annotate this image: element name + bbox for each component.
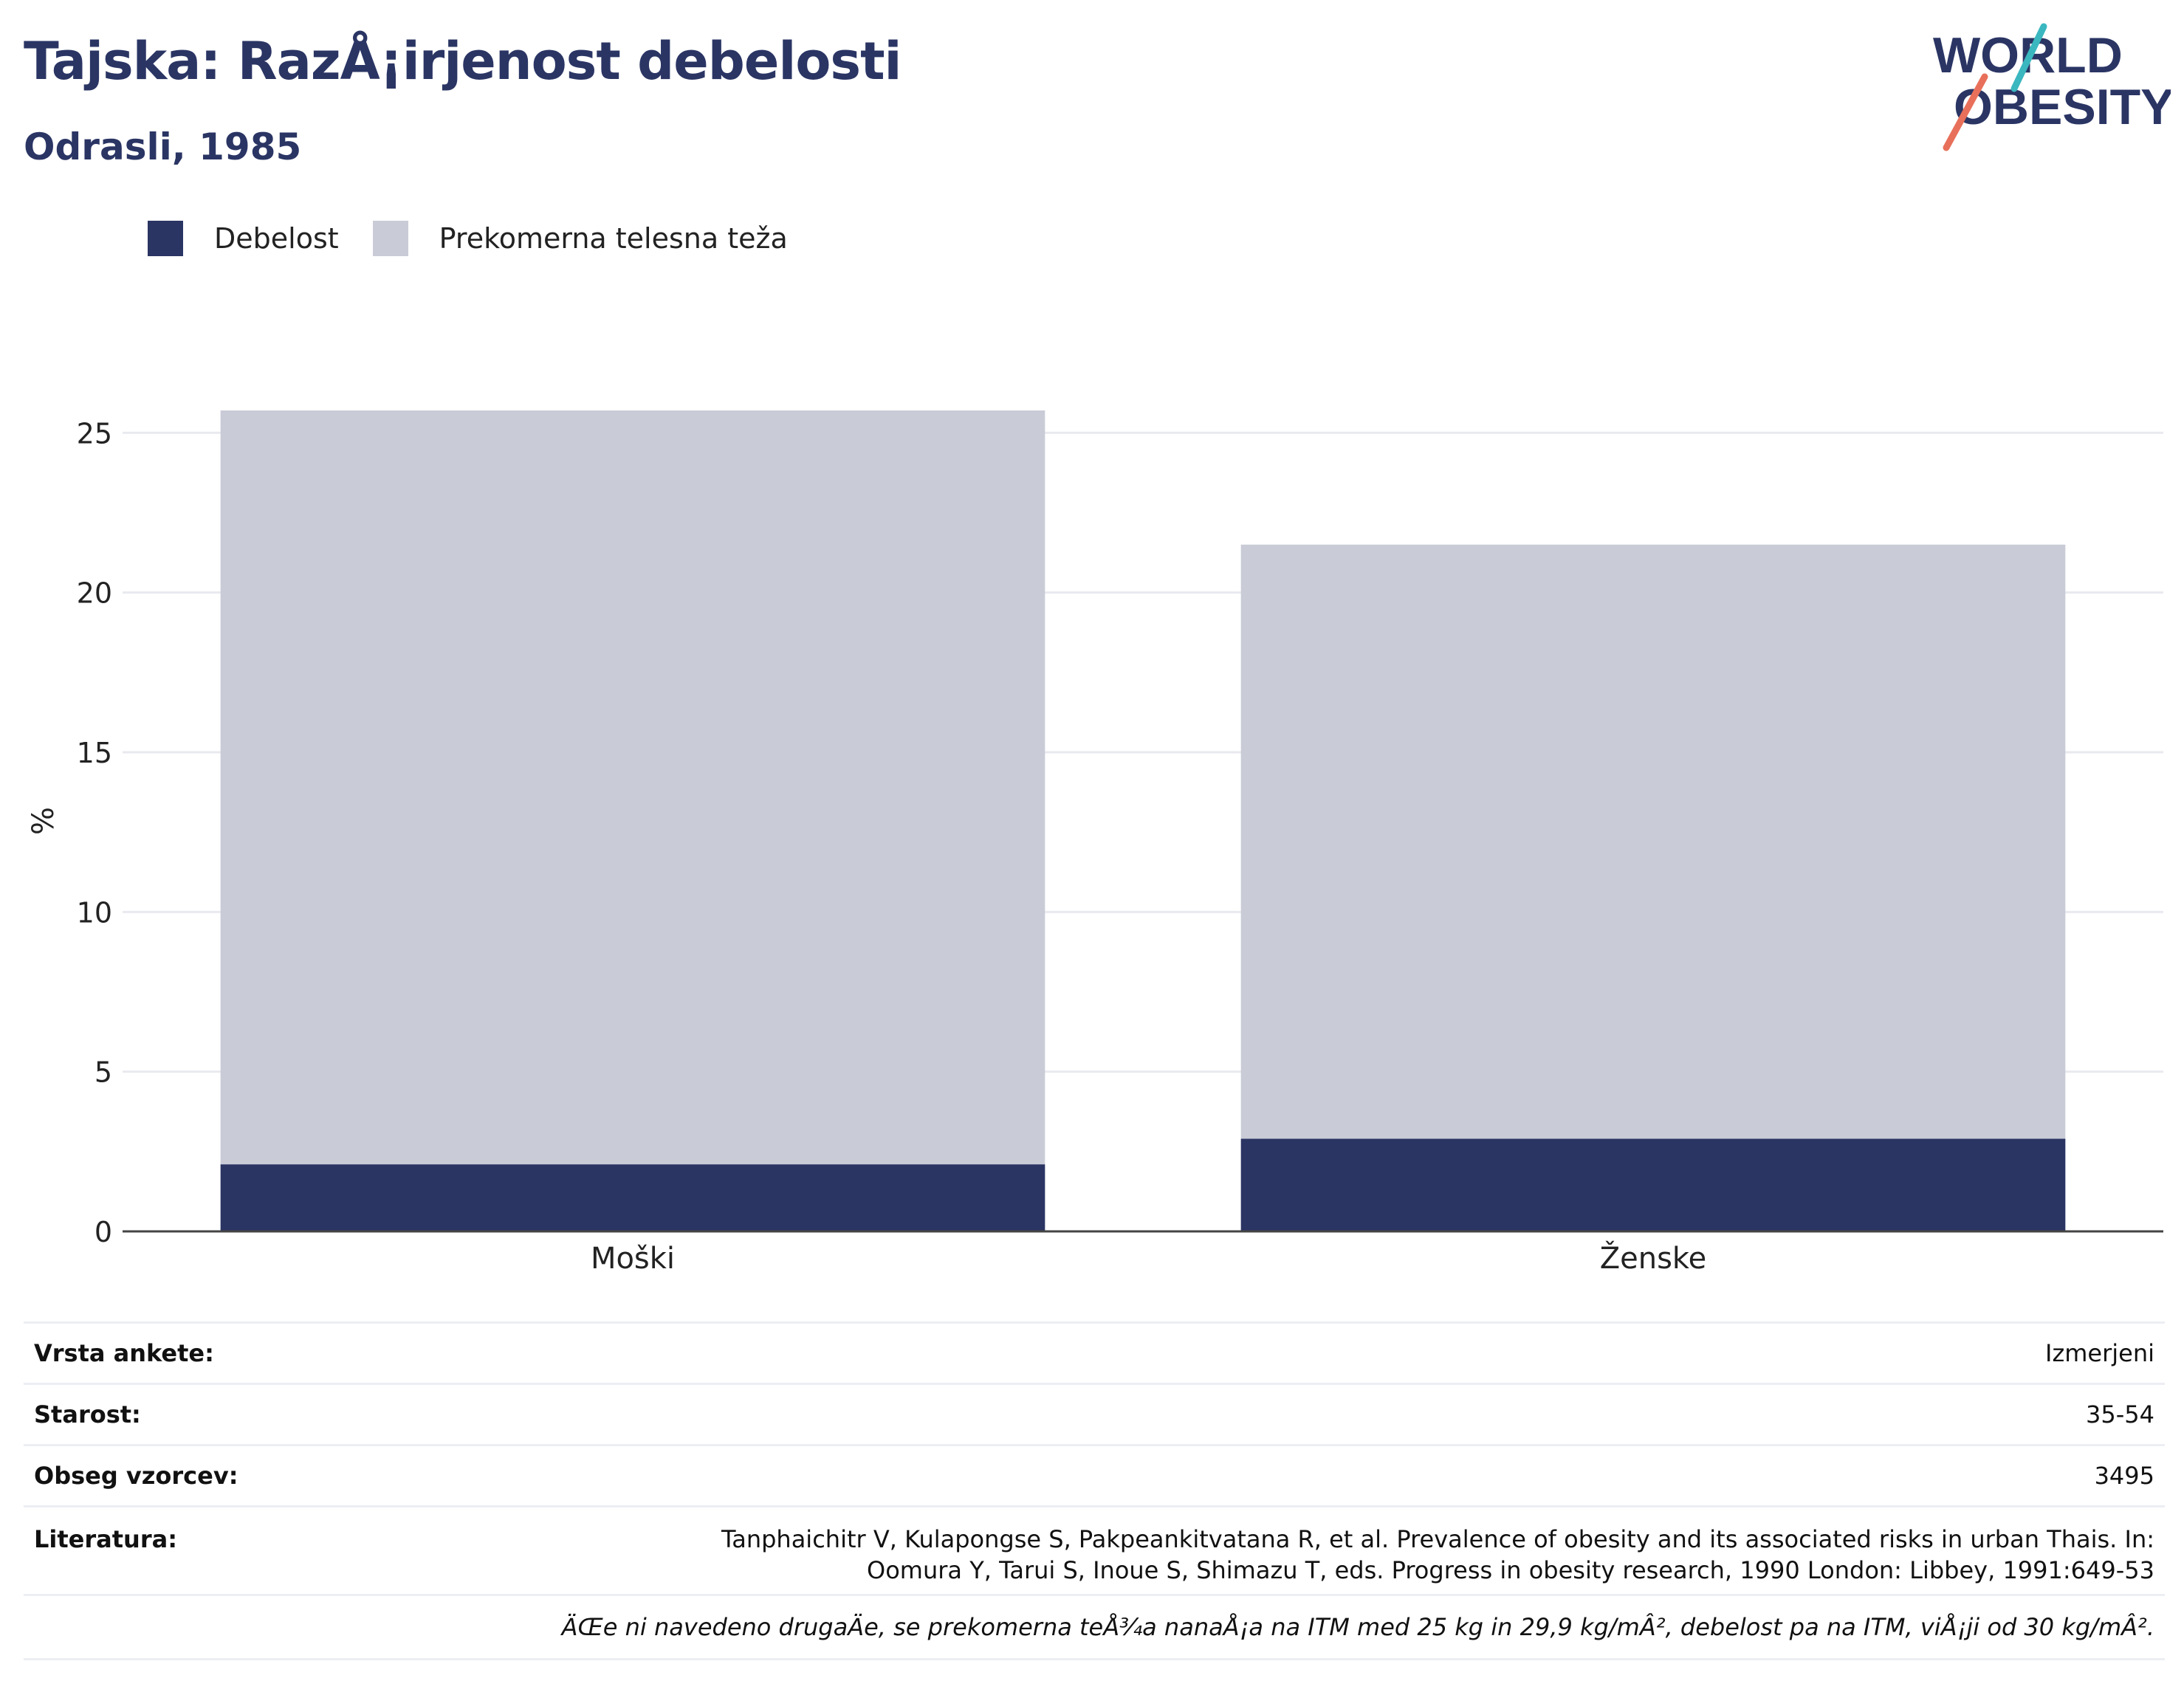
info-label-survey-type: Vrsta ankete: <box>34 1339 214 1367</box>
info-value-survey-type: Izmerjeni <box>2045 1339 2154 1367</box>
y-tick-label: 15 <box>77 737 112 769</box>
info-row-references: Literatura: Tanphaichitr V, Kulapongse S… <box>24 1505 2165 1594</box>
y-tick-label: 25 <box>77 417 112 450</box>
definition-note: ÄŒe ni navedeno drugaÄe, se prekomerna t… <box>24 1594 2165 1660</box>
info-value-age: 35-54 <box>2086 1400 2154 1428</box>
info-label-references: Literatura: <box>34 1525 177 1553</box>
x-tick-label: Ženske <box>1600 1240 1707 1276</box>
info-label-sample-size: Obseg vzorcev: <box>34 1462 238 1490</box>
legend-label-obesity: Debelost <box>214 222 339 255</box>
legend-label-overweight: Prekomerna telesna teža <box>439 222 788 255</box>
bar-overweight-1 <box>1240 544 2066 1139</box>
y-tick-label: 0 <box>95 1216 112 1248</box>
info-table: Vrsta ankete: Izmerjeni Starost: 35-54 O… <box>24 1321 2165 1660</box>
chart-legend: Debelost Prekomerna telesna teža <box>148 220 822 257</box>
x-tick-label: Moški <box>591 1242 675 1276</box>
y-tick-label: 10 <box>77 896 112 929</box>
info-row-survey-type: Vrsta ankete: Izmerjeni <box>24 1321 2165 1383</box>
info-row-sample-size: Obseg vzorcev: 3495 <box>24 1444 2165 1505</box>
y-tick-label: 20 <box>77 577 112 610</box>
y-tick-label: 5 <box>95 1056 112 1089</box>
bar-chart: 0 5 10 15 20 25 Moški Ženske% <box>27 410 2163 1276</box>
chart-subtitle: Odrasli, 1985 <box>24 126 302 168</box>
legend-swatch-overweight <box>372 221 408 256</box>
bar-overweight-0 <box>220 410 1045 1165</box>
info-row-age: Starost: 35-54 <box>24 1383 2165 1444</box>
chart-title: Tajska: RazÅ¡irjenost debelosti <box>24 31 902 92</box>
legend-item-overweight: Prekomerna telesna teža <box>372 221 788 256</box>
info-label-age: Starost: <box>34 1400 141 1428</box>
svg-text:OBESITY: OBESITY <box>1954 79 2171 135</box>
legend-item-obesity: Debelost <box>148 221 339 256</box>
bar-obesity-0 <box>220 1164 1045 1231</box>
legend-swatch-obesity <box>148 221 183 256</box>
bar-obesity-1 <box>1240 1138 2066 1231</box>
info-value-sample-size: 3495 <box>2094 1462 2154 1490</box>
info-value-references: Tanphaichitr V, Kulapongse S, Pakpeankit… <box>721 1525 2154 1584</box>
world-obesity-logo: WORLD OBESITY <box>1933 23 2171 151</box>
y-axis-label: % <box>27 807 61 835</box>
